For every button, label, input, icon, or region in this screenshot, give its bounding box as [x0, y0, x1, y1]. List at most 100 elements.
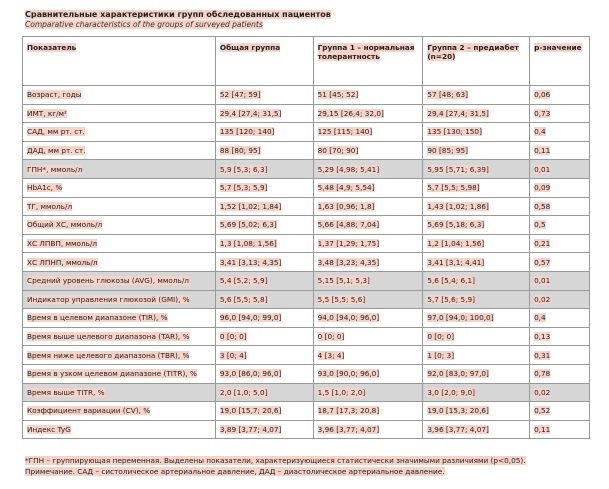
table-cell: 3,41 [3,13; 4,35] [214, 252, 314, 272]
table-cell-text: 5,29 [4,98; 5,41] [317, 164, 380, 174]
row-label-text: Время выше целевого диапазона (TAR), % [27, 332, 190, 342]
table-cell: 135 [130; 150] [422, 122, 531, 142]
table-cell-text: 0 [0; 0] [317, 332, 345, 342]
table-row: ДАД, мм рт. ст. 88 [80; 95] 80 [70; 90] 90 … [22, 140, 590, 161]
row-label-text: Время ниже целевого диапазона (TBR), % [27, 350, 190, 360]
table-cell-text: 0,11 [534, 146, 551, 156]
table-cell-text: 1,37 [1,29; 1,75] [317, 239, 380, 249]
table-cell-text: 125 [115; 140] [317, 127, 373, 137]
table-cell-text: 1,52 [1,02; 1,84] [219, 201, 282, 211]
table-cell: 5,6 [5,5; 5,8] [214, 289, 314, 310]
table-cell: 1,5 [1,0; 2,0] [312, 382, 424, 403]
table-cell: 5,69 [5,02; 6,3] [214, 215, 314, 235]
table-cell-text: 3,96 [3,77; 4,07] [427, 424, 489, 434]
table-cell-text: 0,52 [534, 406, 551, 416]
table-cell-text: 94,0 [94,0; 96,0] [317, 313, 380, 323]
table-cell-text: 3,0 [2,0; 9,0] [427, 387, 475, 397]
table-cell: 5,15 [5,1; 5,3] [312, 270, 424, 291]
row-label: ГПН*, ммоль/л [22, 159, 216, 179]
table-row: Средний уровень глюкозы (AVG), ммоль/л 5,… [22, 270, 590, 291]
table-cell-text: 29,4 [27,4; 31,5] [427, 108, 489, 118]
table-cell-text: 5,4 [5,2; 5,9] [219, 276, 268, 286]
table-cell-text: 0,57 [534, 257, 551, 267]
row-label-text: Время в узком целевом диапазоне (TITR), … [27, 369, 197, 379]
table-cell: 5,7 [5,6; 5,9] [422, 289, 531, 310]
table-cell: 0,57 [529, 252, 590, 272]
table-cell: 135 [120; 140] [214, 122, 314, 142]
table-cell: 3,96 [3,77; 4,07] [312, 419, 424, 440]
table-cell: 1,2 [1,04; 1,56] [422, 233, 531, 254]
table-row: САД, мм рт. ст. 135 [120; 140] 125 [115; 1… [22, 122, 590, 142]
table-row: ХС ЛПВП, ммоль/л 1,3 [1,08; 1,56] 1,37 [1,… [22, 233, 590, 254]
table-cell: 0,73 [529, 103, 590, 124]
table-cell: 0,4 [529, 122, 590, 142]
table-cell-text: 0,78 [534, 369, 551, 379]
table-cell-text: 5,69 [5,02; 6,3] [219, 220, 277, 230]
table-cell-text: 93,0 [90,0; 96,0] [317, 369, 380, 379]
table-cell: 88 [80; 95] [214, 140, 314, 161]
table-row: Время ниже целевого диапазона (TBR), % 3 … [22, 345, 590, 365]
footnote-text: *ГПН – группирующая переменная. Выделены… [25, 456, 526, 465]
table: Показатель Общая группа Группа 1 – нормаль… [22, 36, 590, 440]
row-label-text: Индикатор управления глюкозой (GMI), % [27, 294, 190, 304]
table-cell-text: 135 [120; 140] [219, 127, 275, 137]
table-cell: 5,66 [4,88; 7,04] [312, 215, 424, 235]
table-cell: 5,7 [5,3; 5,9] [214, 177, 314, 198]
row-label: Средний уровень глюкозы (AVG), ммоль/л [22, 270, 216, 291]
table-cell-text: 19,0 [15,3; 20,6] [427, 406, 489, 416]
row-label-text: ХС ЛПНП, ммоль/л [27, 257, 98, 267]
row-label-text: Возраст, годы [27, 90, 82, 100]
table-cell-text: 52 [47; 59] [219, 90, 261, 100]
row-label-text: Время выше TITR, % [27, 387, 105, 397]
table-row: Индикатор управления глюкозой (GMI), % 5,… [22, 289, 590, 310]
table-cell: 0,11 [529, 419, 590, 440]
row-label-text: Время в целевом диапазоне (TIR), % [27, 313, 168, 323]
table-cell: 0,06 [529, 85, 590, 105]
table-cell-text: 5,95 [5,71; 6,39] [427, 164, 489, 174]
row-label: Общий ХС, ммоль/л [22, 215, 216, 235]
subtitle: Comparative characteristics of the group… [25, 20, 263, 29]
table-cell: 5,95 [5,71; 6,39] [422, 159, 531, 179]
table-cell: 0,01 [529, 159, 590, 179]
row-label: Возраст, годы [22, 85, 216, 105]
table-cell-text: 0 [0; 0] [219, 332, 247, 342]
table-cell: 3 [0; 4] [214, 345, 314, 365]
table-row: Время выше TITR, % 2,0 [1,0; 5,0] 1,5 [1,0… [22, 382, 590, 403]
row-label: Время ниже целевого диапазона (TBR), % [22, 345, 216, 365]
row-label: ДАД, мм рт. ст. [22, 140, 216, 161]
title-text: Сравнительные характеристики групп обсле… [25, 10, 331, 19]
table-cell-text: 5,6 [5,4; 6,1] [427, 276, 475, 286]
table-cell: 1 [0; 3] [422, 345, 531, 365]
row-label-text: HbA1c, % [27, 183, 63, 193]
table-cell-text: 92,0 [83,0; 97,0] [427, 369, 489, 379]
table-cell: 29,4 [27,4; 31,5] [422, 103, 531, 124]
table-row: Индекс TyG 3,89 [3,77; 4,07] 3,96 [3,77; 4… [22, 419, 590, 440]
row-label-text: ТГ, ммоль/л [27, 201, 73, 211]
table-cell-text: 93,0 [86,0; 96,0] [219, 369, 282, 379]
row-label-text: ДАД, мм рт. ст. [27, 146, 86, 156]
table-cell-text: 0,21 [534, 239, 551, 249]
table-cell: 1,3 [1,08; 1,56] [214, 233, 314, 254]
footnote: *ГПН – группирующая переменная. Выделены… [25, 455, 526, 466]
table-cell: 29,4 [27,4; 31,5] [214, 103, 314, 124]
table-cell: 2,0 [1,0; 5,0] [214, 382, 314, 403]
table-cell: 1,63 [0,96; 1,8] [312, 196, 424, 217]
table-cell: 94,0 [94,0; 96,0] [312, 308, 424, 328]
row-label: Индекс TyG [22, 419, 216, 440]
table-cell: 5,9 [5,3; 6,3] [214, 159, 314, 179]
table-cell-text: 88 [80; 95] [219, 146, 261, 156]
row-label-text: ХС ЛПВП, ммоль/л [27, 239, 98, 249]
row-label-text: ИМТ, кг/м² [27, 108, 67, 118]
row-label: Время в целевом диапазоне (TIR), % [22, 308, 216, 328]
row-label: ИМТ, кг/м² [22, 103, 216, 124]
row-label: Время выше целевого диапазона (TAR), % [22, 326, 216, 347]
table-cell-text: 18,7 [17,3; 20,8] [317, 406, 380, 416]
table-row: Возраст, годы 52 [47; 59] 51 [45; 52] 57 [4… [22, 85, 590, 105]
header-cell-text: Группа 1 – нормальная толерантность [317, 43, 415, 61]
table-row: HbA1c, % 5,7 [5,3; 5,9] 5,48 [4,9; 5,54] 5,… [22, 177, 590, 198]
table-cell-text: 0,31 [534, 350, 551, 360]
table-cell-text: 0,01 [534, 164, 551, 174]
table-cell: 0,21 [529, 233, 590, 254]
table-row: Коэффициент вариации (CV), % 19,0 [15,7; … [22, 401, 590, 421]
